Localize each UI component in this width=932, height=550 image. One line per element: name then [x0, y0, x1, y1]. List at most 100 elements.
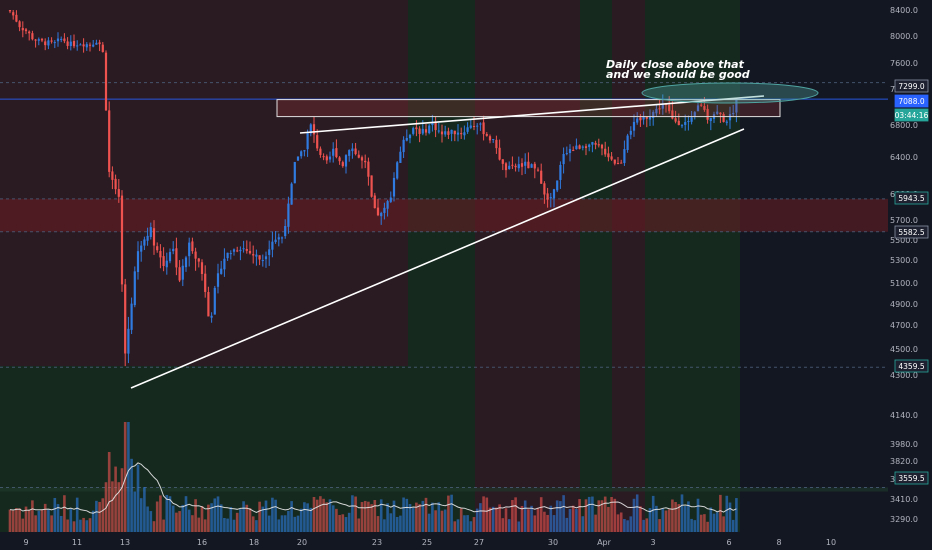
candle-body-204	[661, 103, 664, 109]
volume-bar-101	[331, 505, 335, 532]
volume-bar-115	[376, 516, 380, 532]
volume-bar-100	[328, 499, 332, 532]
volume-bar-199	[645, 518, 649, 532]
candle-body-88	[290, 183, 293, 205]
volume-bar-11	[43, 503, 47, 532]
volume-bar-52	[175, 512, 178, 532]
volume-bar-99	[325, 502, 329, 532]
volume-bar-221	[715, 512, 719, 532]
volume-bar-211	[683, 505, 687, 532]
x-tick-label-8: 27	[474, 538, 484, 547]
volume-bar-36	[123, 422, 127, 532]
candle-body-190	[616, 163, 620, 165]
volume-bar-82	[271, 497, 274, 532]
volume-bar-140	[456, 519, 460, 532]
candle-body-54	[181, 265, 184, 280]
volume-bar-76	[251, 516, 255, 532]
volume-bar-204	[661, 508, 665, 532]
candle-body-213	[690, 117, 693, 122]
volume-bar-9	[37, 510, 41, 532]
x-axis[interactable]: 9 11 13 16 18 20 23 25 27 30 Apr 3 6 8 10	[23, 538, 836, 547]
candle-body-224	[725, 121, 728, 123]
volume-bar-184	[597, 500, 601, 532]
candle-body-207	[671, 110, 674, 119]
price-tag-2	[894, 108, 929, 122]
volume-bar-10	[40, 509, 44, 532]
volume-bar-68	[226, 518, 229, 532]
price-tag-5	[894, 359, 929, 373]
volume-bar-114	[373, 499, 377, 532]
volume-bar-48	[162, 519, 165, 532]
candle-body-77	[255, 254, 258, 257]
candle-body-196	[636, 118, 639, 123]
band-upper-5	[645, 0, 740, 366]
volume-bar-196	[635, 494, 639, 532]
candle-body-41	[140, 245, 143, 252]
candle-body-97	[319, 148, 322, 155]
candle-body-18	[66, 41, 69, 46]
candle-body-35	[120, 195, 124, 285]
volume-bar-177	[575, 508, 578, 532]
candle-body-9	[37, 39, 40, 41]
price-tag-6	[894, 471, 929, 485]
volume-bar-164	[533, 515, 537, 532]
y-tick-label-20: 3290.0	[890, 515, 918, 524]
candle-body-221	[716, 111, 719, 114]
candle-body-14	[53, 42, 56, 44]
volume-bar-142	[463, 515, 466, 532]
volume-bar-178	[578, 499, 581, 532]
volume-bar-44	[149, 511, 153, 532]
volume-bar-94	[309, 507, 313, 532]
candle-body-75	[248, 250, 252, 254]
volume-bar-108	[354, 496, 357, 532]
drawings[interactable]	[130, 82, 819, 389]
candle-body-62	[207, 292, 210, 317]
candle-body-38	[130, 303, 133, 330]
volume-bar-207	[671, 499, 674, 532]
candle-body-78	[258, 255, 261, 260]
volume-bar-118	[386, 503, 389, 532]
candle-body-132	[431, 122, 434, 126]
volume-bar-222	[719, 494, 722, 532]
band-upper-0	[0, 0, 408, 366]
volume-bar-179	[581, 516, 585, 532]
candle-body-203	[658, 108, 661, 110]
candle-body-20	[72, 41, 76, 47]
candle-body-45	[152, 228, 156, 246]
volume-bar-58	[194, 499, 197, 532]
candle-body-202	[655, 108, 658, 114]
volume-bar-75	[248, 508, 252, 532]
candle-body-61	[204, 273, 207, 292]
candle-body-108	[354, 148, 357, 155]
candle-body-200	[648, 117, 652, 120]
candle-body-47	[159, 251, 162, 258]
candle-body-194	[629, 130, 632, 135]
volume-bar-150	[488, 507, 492, 532]
volume-bar-127	[415, 502, 418, 532]
candle-body-64	[213, 287, 216, 315]
candle-body-119	[389, 197, 392, 202]
price-tag-4	[894, 225, 929, 239]
volume-bar-182	[591, 496, 594, 532]
volume-bar-122	[399, 515, 402, 532]
candle-body-96	[316, 135, 319, 149]
volume-bar-154	[501, 518, 505, 532]
y-tick-label-17: 3820.0	[890, 457, 918, 466]
volume-bar-135	[440, 510, 444, 532]
candle-body-83	[274, 239, 277, 243]
volume-bar-180	[584, 499, 588, 532]
y-tick-label-13: 4500.0	[890, 345, 918, 354]
candle-body-216	[700, 104, 703, 106]
candle-body-99	[325, 156, 328, 161]
price-tag-3	[894, 191, 929, 205]
volume-bar-183	[594, 514, 597, 532]
candle-body-93	[306, 132, 309, 150]
volume-bar-112	[367, 501, 370, 532]
volume-bar-134	[437, 502, 441, 532]
candle-body-137	[447, 131, 450, 135]
x-tick-label-3: 16	[197, 538, 207, 547]
candle-body-181	[588, 144, 591, 147]
annotation-line-1: Daily close above that	[606, 58, 744, 71]
volume-bar-119	[389, 513, 393, 532]
